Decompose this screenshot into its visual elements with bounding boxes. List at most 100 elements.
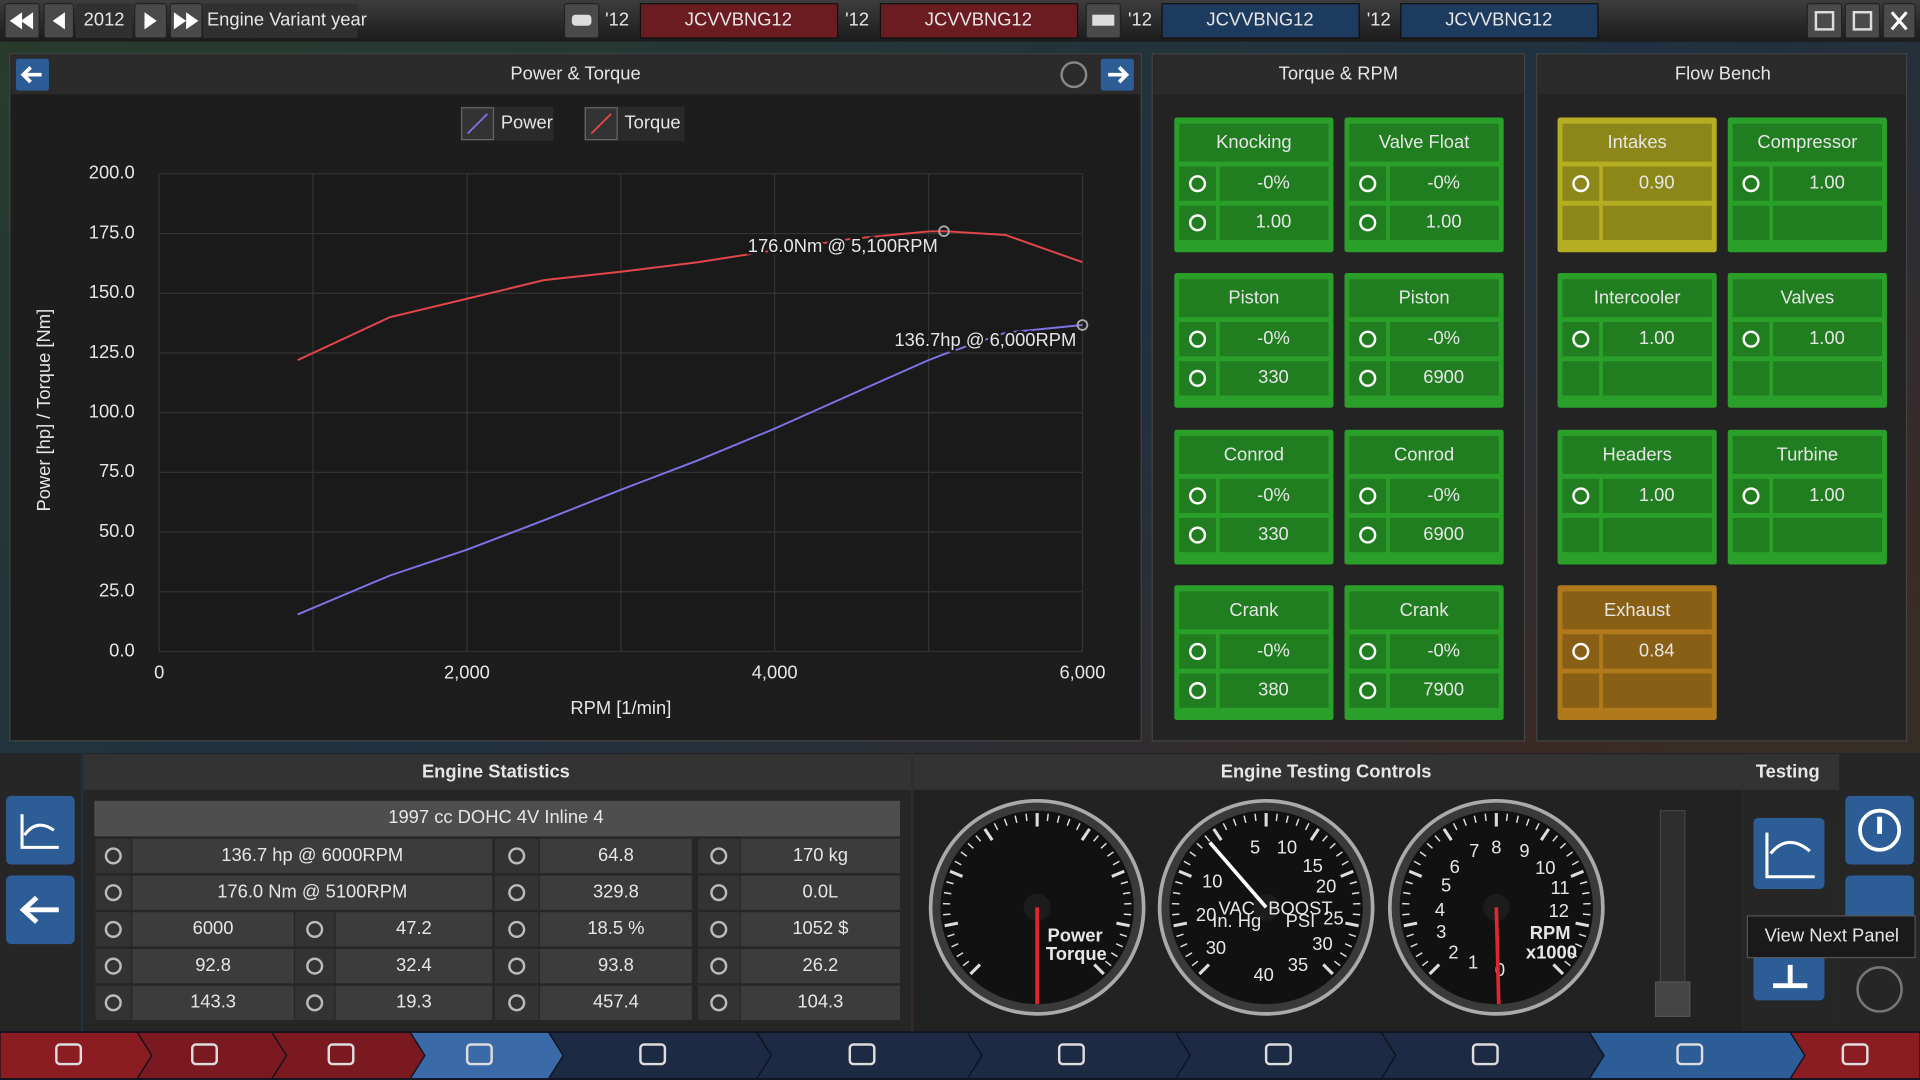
gauge-unit: BOOST	[1268, 898, 1332, 919]
card[interactable]	[1557, 585, 1717, 720]
card[interactable]	[1344, 117, 1504, 253]
stat-icon-cell	[697, 985, 740, 1020]
card[interactable]	[1727, 117, 1887, 253]
help-button[interactable]	[1856, 966, 1903, 1013]
gauge-tick	[1172, 891, 1181, 895]
table-header	[94, 800, 901, 837]
nav-tab[interactable]	[755, 1031, 983, 1080]
screenshot-button[interactable]	[1806, 3, 1843, 39]
graph-button[interactable]	[6, 795, 75, 865]
gauge-tick	[1175, 881, 1183, 885]
gauge-tick	[1189, 851, 1197, 857]
stat-value-cell	[335, 912, 493, 947]
nav-tab[interactable]	[547, 1031, 773, 1080]
card-icon-cell	[1562, 361, 1600, 396]
gauge-tick	[1426, 842, 1433, 849]
x-tick-label: 2,000	[444, 661, 490, 682]
card[interactable]	[1344, 273, 1504, 408]
throttle-knob[interactable]	[1654, 981, 1691, 1017]
nav-tab[interactable]	[966, 1031, 1191, 1080]
card-value: -0%	[1257, 639, 1290, 660]
card-value: -0%	[1257, 327, 1290, 348]
stat-value: 19.3	[396, 991, 432, 1012]
arrow-icon	[186, 12, 199, 30]
test-icon	[1773, 964, 1808, 989]
gauge-tick	[1442, 828, 1453, 842]
stat-icon	[508, 884, 526, 902]
nav-tab[interactable]	[270, 1031, 426, 1080]
card[interactable]	[1174, 429, 1334, 565]
card-icon	[1188, 175, 1207, 193]
stat-icon	[710, 884, 728, 902]
peak-annotation: 136.7hp @ 6,000RPM	[894, 329, 1076, 350]
panel-title-bar	[83, 754, 912, 790]
slot-box[interactable]	[1400, 3, 1599, 39]
card[interactable]	[1344, 585, 1504, 720]
stat-icon-cell	[95, 838, 132, 874]
slot-box[interactable]	[1161, 3, 1360, 39]
card-value-cell	[1602, 361, 1712, 396]
arrow-icon	[52, 12, 65, 30]
gauge-tick	[1333, 960, 1341, 967]
gauge-number: 20	[1316, 876, 1336, 897]
card-value: 330	[1258, 523, 1289, 544]
gauge-tick	[1111, 869, 1125, 878]
card-title: Headers	[1602, 443, 1671, 464]
peak-marker	[1076, 319, 1089, 331]
stat-value: 26.2	[803, 954, 839, 975]
card-value: 1.00	[1256, 211, 1292, 232]
panel-title: Flow Bench	[1675, 63, 1771, 84]
nav-tab[interactable]	[136, 1031, 288, 1080]
nav-tab[interactable]	[0, 1031, 153, 1080]
card-title-bg	[1349, 435, 1499, 474]
card[interactable]	[1727, 273, 1887, 408]
engine-icon	[1092, 14, 1115, 26]
help-button[interactable]	[1060, 61, 1088, 89]
card-title-bg	[1732, 123, 1883, 162]
card[interactable]	[1174, 273, 1334, 408]
slot-box[interactable]	[639, 3, 839, 39]
year: 2012	[84, 9, 125, 30]
gauge-tick	[1582, 913, 1591, 916]
card-icon	[1359, 330, 1377, 348]
card[interactable]	[1174, 117, 1334, 253]
gauge-tick	[1525, 818, 1530, 827]
gauge-tick	[1173, 921, 1188, 928]
nav-tab[interactable]	[1380, 1031, 1605, 1080]
nav-tab[interactable]	[1174, 1031, 1397, 1080]
stat-icon	[104, 920, 122, 938]
card-value-cell	[1219, 205, 1329, 240]
gauge-number: 6	[1450, 856, 1460, 877]
card-icon	[1359, 487, 1377, 505]
slot-box[interactable]	[879, 3, 1079, 39]
card[interactable]	[1557, 117, 1717, 253]
card-value: 7900	[1423, 678, 1464, 699]
gauge-tick	[956, 952, 964, 958]
gauge-number: 40	[1253, 964, 1273, 985]
card-icon	[1572, 175, 1590, 193]
arrow-icon	[144, 12, 157, 30]
card-value-cell	[1602, 205, 1712, 240]
card[interactable]	[1727, 429, 1887, 565]
nav-icon	[327, 1043, 355, 1066]
gauge-tick	[1463, 818, 1467, 827]
gauge-tick	[1322, 963, 1334, 976]
stat-value: 32.4	[396, 954, 432, 975]
next-panel-bottom-button[interactable]	[1845, 875, 1914, 925]
gauge-tick	[1339, 952, 1347, 958]
card[interactable]	[1557, 429, 1717, 565]
arrow-icon	[173, 12, 187, 30]
card-value: 6900	[1423, 366, 1464, 387]
nav-tab[interactable]	[1588, 1031, 1806, 1080]
card[interactable]	[1557, 273, 1717, 408]
nav-tab[interactable]	[1789, 1031, 1920, 1080]
panel-title-bar	[1153, 55, 1524, 95]
card[interactable]	[1174, 585, 1334, 720]
y-tick-label: 0.0	[109, 639, 135, 660]
card-title: Crank	[1400, 599, 1450, 620]
calculator-button[interactable]	[1844, 3, 1881, 39]
nav-tab[interactable]	[409, 1031, 564, 1080]
card-title: Crank	[1229, 599, 1279, 620]
dyno-button[interactable]	[1753, 817, 1825, 889]
card[interactable]	[1344, 429, 1504, 565]
